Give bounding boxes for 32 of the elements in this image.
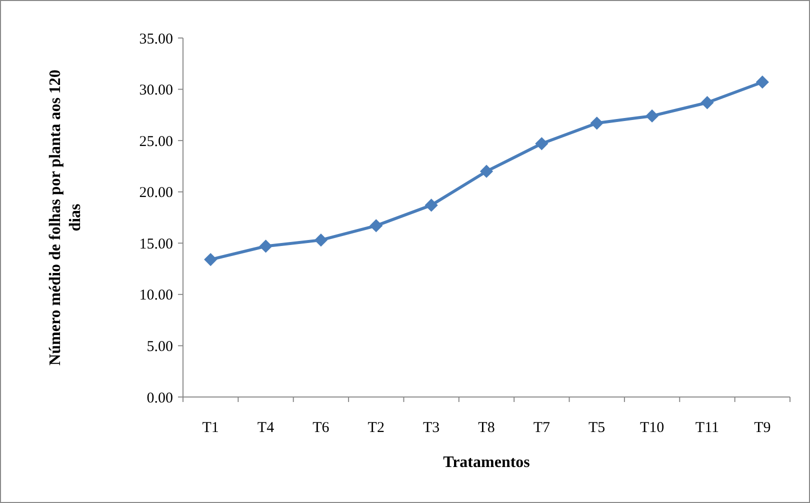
point xyxy=(259,240,272,253)
y-tick-label: 15.00 xyxy=(139,236,173,252)
x-tick-label: T11 xyxy=(695,420,720,436)
point xyxy=(314,234,328,247)
point xyxy=(590,116,604,130)
y-tick-label: 10.00 xyxy=(139,288,173,304)
y-tick-label: 5.00 xyxy=(146,338,173,355)
point xyxy=(370,219,383,232)
x-tick-label: T3 xyxy=(422,420,440,436)
y-tick-label: 30.00 xyxy=(139,82,173,99)
x-tick-label: T8 xyxy=(478,420,495,436)
x-tick-label: T10 xyxy=(640,420,664,436)
x-tick-label: T5 xyxy=(588,420,606,436)
y-tick-label: 35.00 xyxy=(139,31,173,48)
point xyxy=(480,164,494,178)
y-tick-label: 0.00 xyxy=(146,390,173,406)
x-tick-label: T6 xyxy=(312,420,330,436)
x-tick-label: T4 xyxy=(257,420,275,436)
y-axis-title: Número médio de folhas por planta aos 120 dias xyxy=(47,70,84,366)
x-tick-label: T9 xyxy=(754,420,771,436)
point xyxy=(535,137,548,150)
x-tick-label: T2 xyxy=(368,420,384,436)
y-tick-label: 25.00 xyxy=(139,134,173,150)
point xyxy=(756,76,769,89)
point xyxy=(424,198,438,212)
x-tick-label: T7 xyxy=(533,420,551,436)
point xyxy=(700,96,714,110)
point xyxy=(645,109,659,123)
x-axis-title: Tratamentos xyxy=(443,454,530,471)
y-tick-label: 20.00 xyxy=(139,185,173,202)
point xyxy=(204,252,218,266)
x-tick-label: T1 xyxy=(202,420,219,436)
